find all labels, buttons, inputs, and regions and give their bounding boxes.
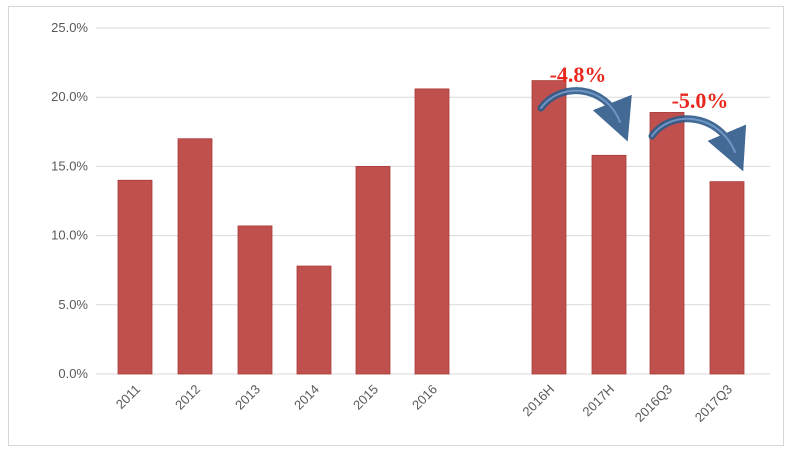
bar-2016H — [531, 80, 567, 375]
bar-2011 — [117, 179, 153, 375]
bar-2016Q3 — [649, 112, 685, 375]
x-tick-label: 2011 — [113, 382, 143, 412]
curved-arrow-highlight — [651, 117, 736, 153]
bar-2015 — [355, 165, 391, 375]
x-tick-label: 2015 — [350, 382, 381, 413]
x-tick-label: 2012 — [172, 382, 203, 413]
y-tick-label: 15.0% — [51, 158, 88, 173]
x-tick-label: 2014 — [291, 382, 322, 413]
bar-2012 — [177, 138, 213, 375]
bar-2014 — [296, 265, 332, 375]
bar-2017H — [591, 154, 627, 375]
x-tick-label: 2017Q3 — [692, 382, 735, 425]
y-tick-label: 25.0% — [51, 20, 88, 35]
x-tick-label: 2016Q3 — [632, 382, 675, 425]
bar-2017Q3 — [709, 181, 745, 375]
bar-2013 — [237, 225, 273, 375]
y-tick-label: 20.0% — [51, 89, 88, 104]
x-tick-label: 2016H — [519, 382, 557, 420]
x-tick-label: 2016 — [409, 382, 440, 413]
y-tick-label: 10.0% — [51, 228, 88, 243]
change-annotation: -4.8% — [550, 62, 607, 87]
bar-2016 — [414, 88, 450, 375]
x-tick-label: 2013 — [232, 382, 263, 413]
y-tick-label: 0.0% — [58, 366, 88, 381]
x-tick-label: 2017H — [579, 382, 617, 420]
change-annotation: -5.0% — [672, 88, 729, 113]
curved-arrow-highlight — [540, 89, 621, 123]
y-tick-label: 5.0% — [58, 297, 88, 312]
